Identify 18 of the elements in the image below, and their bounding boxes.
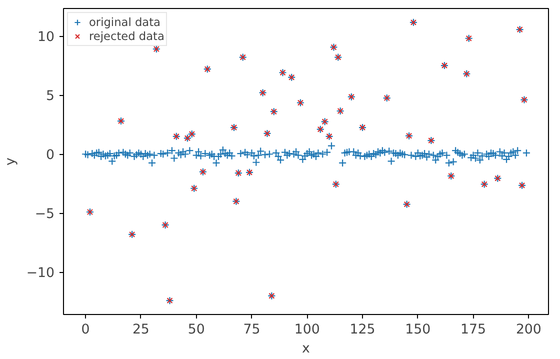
y-tick-label: 10	[38, 30, 55, 46]
y-tick-label: −5	[34, 207, 55, 222]
y-axis-title: y	[3, 157, 18, 166]
x-tick-label: 50	[188, 322, 205, 338]
x-tick-label: 125	[350, 322, 376, 338]
x-tick-label: 25	[132, 322, 150, 338]
x-tick-label: 0	[81, 322, 90, 338]
y-tick-label: 0	[46, 148, 55, 164]
y-tick-label: −10	[26, 266, 55, 282]
x-tick-label: 100	[294, 322, 320, 338]
y-tick-label: 5	[46, 89, 55, 104]
x-tick-label: 200	[516, 322, 542, 338]
x-tick-label: 150	[405, 322, 431, 338]
legend-label: original data	[89, 15, 160, 29]
x-tick-label: 75	[243, 322, 260, 338]
x-tick-label: 175	[460, 322, 486, 338]
x-axis-title: x	[302, 342, 310, 356]
legend-label: rejected data	[89, 29, 164, 43]
